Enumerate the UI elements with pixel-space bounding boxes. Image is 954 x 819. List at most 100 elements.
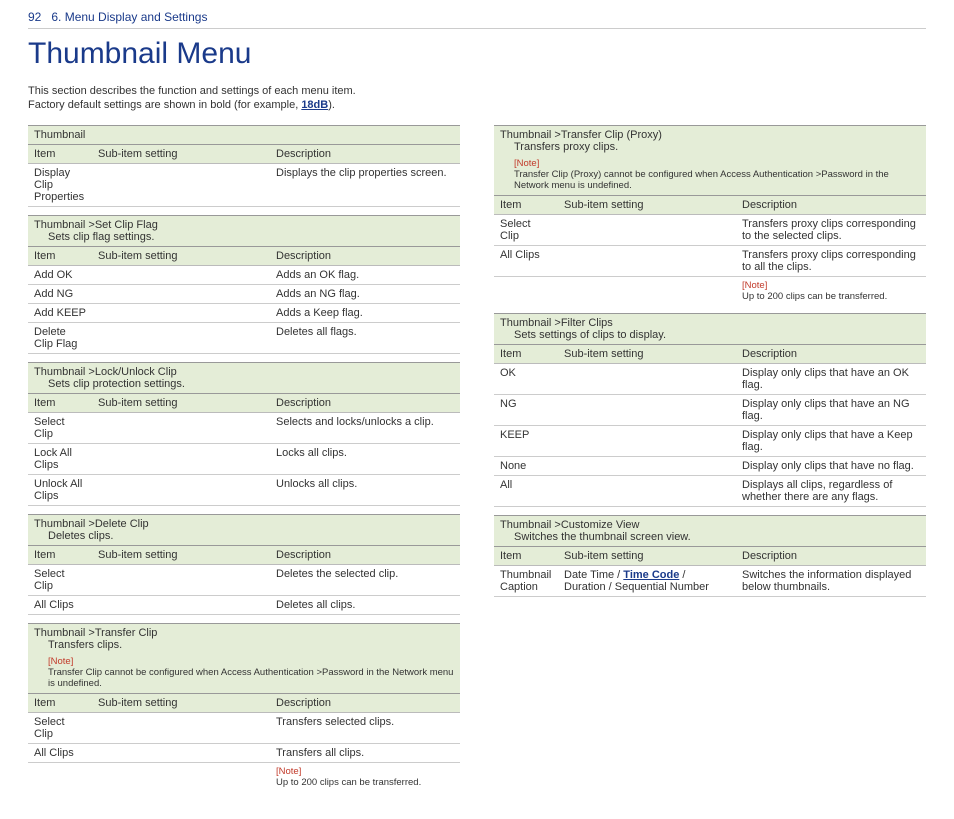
table-row: Select ClipSelects and locks/unlocks a c…	[28, 413, 460, 444]
cell-item: Add OK	[28, 266, 92, 284]
cell-item: Select Clip	[28, 565, 92, 595]
cell-item: All Clips	[28, 596, 92, 614]
section-header: Thumbnail >Delete ClipDeletes clips.	[28, 514, 460, 545]
table-row: Select Clip Transfers proxy clips corresp…	[494, 215, 926, 246]
cell-sub	[92, 164, 270, 206]
cell-item: KEEP	[494, 426, 558, 456]
col-sub: Sub-item setting	[92, 247, 270, 265]
cell-item: Select Clip	[494, 215, 558, 245]
cell-sub	[92, 744, 270, 762]
col-desc: Description	[270, 394, 460, 412]
intro-line-2: Factory default settings are shown in bo…	[28, 99, 926, 111]
footnote-text: Up to 200 clips can be transferred.	[276, 777, 454, 788]
col-sub: Sub-item setting	[92, 546, 270, 564]
column-headers: ItemSub-item settingDescription	[494, 195, 926, 215]
section-path: Thumbnail >Lock/Unlock Clip	[34, 366, 454, 378]
section-path: Thumbnail >Customize View	[500, 519, 920, 531]
table-row: NGDisplay only clips that have an NG fla…	[494, 395, 926, 426]
note-label: [Note]	[48, 656, 454, 667]
cell-sub	[92, 444, 270, 474]
section-desc: Switches the thumbnail screen view.	[500, 531, 920, 543]
cell-sub	[92, 304, 270, 322]
section-header: Thumbnail >Lock/Unlock ClipSets clip pro…	[28, 362, 460, 393]
cell-item: Add KEEP	[28, 304, 92, 322]
sub-pre: Date Time /	[564, 569, 623, 581]
intro-bold-example[interactable]: 18dB	[301, 99, 328, 111]
table-row: Lock All ClipsLocks all clips.	[28, 444, 460, 475]
page-number: 92	[28, 10, 41, 24]
cell-desc: Adds an NG flag.	[270, 285, 460, 303]
cell-desc: Display only clips that have an OK flag.	[736, 364, 926, 394]
table-row: Thumbnail CaptionDate Time / Time Code /…	[494, 566, 926, 597]
col-sub: Sub-item setting	[558, 196, 736, 214]
section-note: [Note]Transfer Clip (Proxy) cannot be co…	[494, 156, 926, 195]
col-sub: Sub-item setting	[558, 345, 736, 363]
cell-item: Display Clip Properties	[28, 164, 92, 206]
section-path: Thumbnail >Transfer Clip (Proxy)	[500, 129, 920, 141]
col-desc: Description	[270, 145, 460, 163]
col-sub: Sub-item setting	[92, 394, 270, 412]
col-desc: Description	[270, 694, 460, 712]
section-desc: Sets settings of clips to display.	[500, 329, 920, 341]
cell-sub	[92, 323, 270, 353]
empty	[494, 277, 558, 305]
cell-desc: Deletes all flags.	[270, 323, 460, 353]
menu-section: Thumbnail >Delete ClipDeletes clips.Item…	[28, 514, 460, 615]
cell-desc: Display only clips that have a Keep flag…	[736, 426, 926, 456]
cell-item: Thumbnail Caption	[494, 566, 558, 596]
cell-sub	[558, 246, 736, 276]
section-path: Thumbnail >Delete Clip	[34, 518, 454, 530]
section-desc: Sets clip flag settings.	[34, 231, 454, 243]
col-desc: Description	[270, 247, 460, 265]
menu-section: Thumbnail >Lock/Unlock ClipSets clip pro…	[28, 362, 460, 506]
sub-bold-default: Time Code	[623, 569, 679, 581]
table-row: Select ClipTransfers selected clips.	[28, 713, 460, 744]
table-row: AllDisplays all clips, regardless of whe…	[494, 476, 926, 507]
col-item: Item	[28, 145, 92, 163]
cell-item: All Clips	[494, 246, 558, 276]
empty	[28, 763, 92, 791]
intro-line-1: This section describes the function and …	[28, 85, 926, 97]
cell-desc: Transfers proxy clips corresponding to a…	[736, 246, 926, 276]
cell-desc: Transfers proxy clips corresponding to t…	[736, 215, 926, 245]
cell-sub	[558, 395, 736, 425]
cell-item: Delete Clip Flag	[28, 323, 92, 353]
page-title: Thumbnail Menu	[28, 37, 926, 71]
column-headers: ItemSub-item settingDescription	[28, 693, 460, 713]
cell-item: All Clips	[28, 744, 92, 762]
cell-sub	[92, 413, 270, 443]
right-column: Thumbnail >Transfer Clip (Proxy) Transfer…	[494, 125, 926, 799]
section-note: [Note]Transfer Clip cannot be configured…	[28, 654, 460, 693]
cell-desc: Selects and locks/unlocks a clip.	[270, 413, 460, 443]
cell-desc: Deletes all clips.	[270, 596, 460, 614]
cell-desc: Switches the information displayed below…	[736, 566, 926, 596]
menu-section: ThumbnailItemSub-item settingDescription…	[28, 125, 460, 207]
table-row: KEEP Display only clips that have a Keep …	[494, 426, 926, 457]
cell-item: None	[494, 457, 558, 475]
section-desc: Sets clip protection settings.	[34, 378, 454, 390]
note-label: [Note]	[742, 280, 920, 291]
column-headers: ItemSub-item settingDescription	[28, 393, 460, 413]
table-row: All Clips Deletes all clips.	[28, 596, 460, 615]
note-text: Transfer Clip (Proxy) cannot be configur…	[514, 169, 920, 191]
table-row: Display Clip PropertiesDisplays the clip…	[28, 164, 460, 207]
cell-sub	[92, 285, 270, 303]
col-desc: Description	[270, 546, 460, 564]
intro-2a: Factory default settings are shown in bo…	[28, 99, 301, 111]
cell-sub	[558, 215, 736, 245]
section-path: Thumbnail >Filter Clips	[500, 317, 920, 329]
col-item: Item	[28, 546, 92, 564]
menu-section: Thumbnail >Filter ClipsSets settings of …	[494, 313, 926, 507]
menu-section: Thumbnail >Transfer ClipTransfers clips.…	[28, 623, 460, 791]
col-sub: Sub-item setting	[92, 694, 270, 712]
section-desc: Transfers clips.	[34, 639, 454, 651]
footnote-row: [Note]Up to 200 clips can be transferred…	[28, 763, 460, 791]
cell-sub	[92, 475, 270, 505]
cell-sub: Date Time / Time Code / Duration / Seque…	[558, 566, 736, 596]
table-row: Add KEEPAdds a Keep flag.	[28, 304, 460, 323]
section-header: Thumbnail >Filter ClipsSets settings of …	[494, 313, 926, 344]
cell-item: All	[494, 476, 558, 506]
col-desc: Description	[736, 196, 926, 214]
section-path: Thumbnail >Transfer Clip	[34, 627, 454, 639]
section-desc: Deletes clips.	[34, 530, 454, 542]
